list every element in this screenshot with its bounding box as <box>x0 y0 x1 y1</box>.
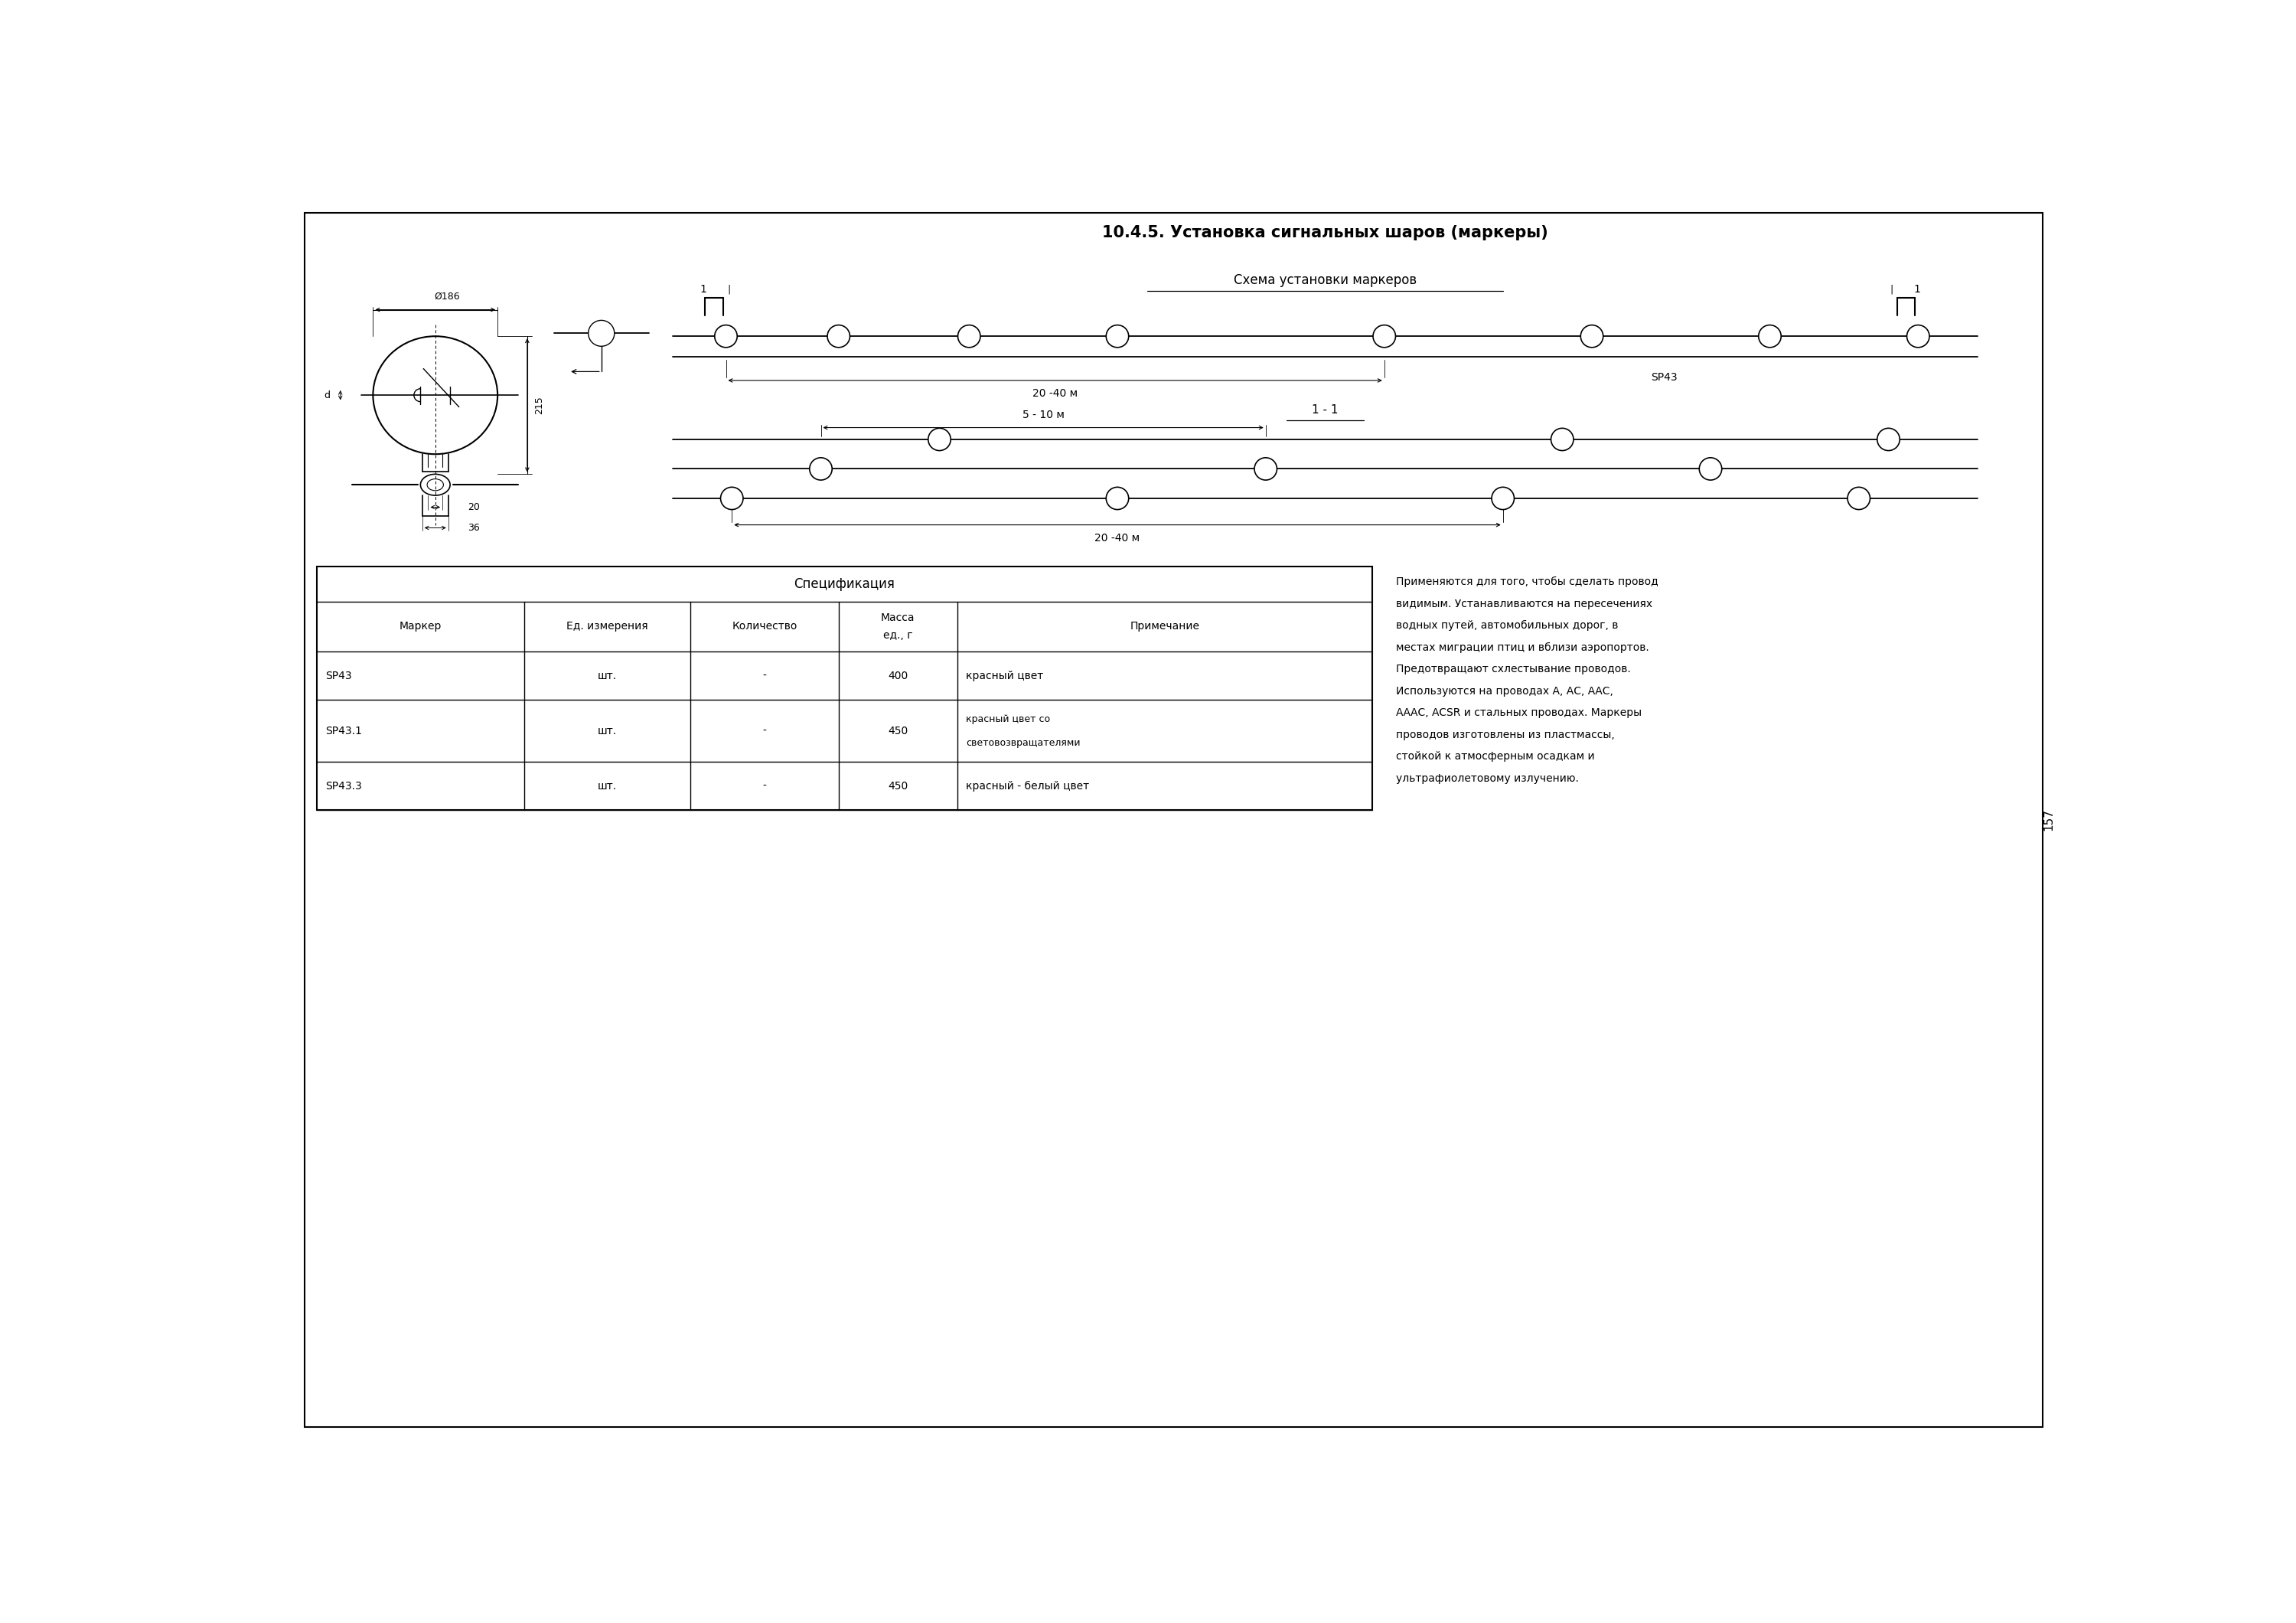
Text: 215: 215 <box>535 396 544 414</box>
Circle shape <box>827 325 850 347</box>
Circle shape <box>1552 428 1573 451</box>
Circle shape <box>1908 325 1929 347</box>
Text: световозвращателями: световозвращателями <box>967 738 1081 748</box>
Text: видимым. Устанавливаются на пересечениях: видимым. Устанавливаются на пересечениях <box>1396 599 1653 609</box>
Text: |: | <box>1890 284 1892 294</box>
Text: АААС, ACSR и стальных проводах. Маркеры: АААС, ACSR и стальных проводах. Маркеры <box>1396 708 1642 719</box>
Text: 1: 1 <box>1913 284 1919 294</box>
Text: 1: 1 <box>700 284 707 294</box>
Text: ультрафиолетовому излучению.: ультрафиолетовому излучению. <box>1396 773 1580 784</box>
Text: d: d <box>324 390 331 401</box>
Text: 157: 157 <box>2043 808 2055 831</box>
Text: 450: 450 <box>889 725 907 737</box>
Circle shape <box>1848 487 1869 510</box>
Text: SP43: SP43 <box>1651 372 1678 383</box>
Circle shape <box>1254 458 1277 480</box>
Circle shape <box>810 458 831 480</box>
Circle shape <box>1580 325 1603 347</box>
Text: SP43: SP43 <box>326 670 351 682</box>
Text: Схема установки маркеров: Схема установки маркеров <box>1233 273 1417 287</box>
Circle shape <box>928 428 951 451</box>
Text: Применяются для того, чтобы сделать провод: Применяются для того, чтобы сделать пров… <box>1396 576 1658 588</box>
Text: шт.: шт. <box>597 670 618 682</box>
Text: красный цвет со: красный цвет со <box>967 714 1049 724</box>
Text: проводов изготовлены из пластмассы,: проводов изготовлены из пластмассы, <box>1396 729 1614 740</box>
Text: местах миграции птиц и вблизи аэропортов.: местах миграции птиц и вблизи аэропортов… <box>1396 643 1649 652</box>
Text: |: | <box>728 284 730 294</box>
Text: Используются на проводах А, АС, ААС,: Используются на проводах А, АС, ААС, <box>1396 687 1614 696</box>
Circle shape <box>957 325 980 347</box>
Bar <box>317 566 1373 810</box>
Circle shape <box>714 325 737 347</box>
Text: красный - белый цвет: красный - белый цвет <box>967 781 1088 792</box>
Text: Ø186: Ø186 <box>434 292 459 302</box>
Circle shape <box>1107 487 1130 510</box>
Text: стойкой к атмосферным осадкам и: стойкой к атмосферным осадкам и <box>1396 751 1596 761</box>
Text: Предотвращают схлестывание проводов.: Предотвращают схлестывание проводов. <box>1396 664 1630 675</box>
Text: водных путей, автомобильных дорог, в: водных путей, автомобильных дорог, в <box>1396 620 1619 631</box>
Text: Масса: Масса <box>882 612 914 623</box>
Text: 10.4.5. Установка сигнальных шаров (маркеры): 10.4.5. Установка сигнальных шаров (марк… <box>1102 226 1548 240</box>
Text: 20: 20 <box>468 502 480 513</box>
Text: шт.: шт. <box>597 725 618 737</box>
Text: ед., г: ед., г <box>884 630 914 641</box>
Text: Спецификация: Спецификация <box>794 576 895 591</box>
Text: Количество: Количество <box>732 622 797 631</box>
Text: -: - <box>762 725 767 737</box>
Text: SP43.3: SP43.3 <box>326 781 363 792</box>
Text: 20 -40 м: 20 -40 м <box>1033 388 1077 399</box>
Text: 400: 400 <box>889 670 907 682</box>
Text: 450: 450 <box>889 781 907 792</box>
Text: SP43.1: SP43.1 <box>326 725 363 737</box>
Text: 1 - 1: 1 - 1 <box>1311 404 1339 415</box>
Circle shape <box>588 320 615 346</box>
Text: 20 -40 м: 20 -40 м <box>1095 532 1141 544</box>
Circle shape <box>1699 458 1722 480</box>
Circle shape <box>721 487 744 510</box>
Text: Маркер: Маркер <box>400 622 441 631</box>
Text: -: - <box>762 781 767 792</box>
Circle shape <box>1878 428 1899 451</box>
Text: Примечание: Примечание <box>1130 622 1199 631</box>
Text: 5 - 10 м: 5 - 10 м <box>1022 409 1065 420</box>
Text: красный цвет: красный цвет <box>967 670 1045 682</box>
Circle shape <box>1759 325 1782 347</box>
Text: шт.: шт. <box>597 781 618 792</box>
Circle shape <box>1373 325 1396 347</box>
Text: 36: 36 <box>468 523 480 532</box>
Circle shape <box>1107 325 1130 347</box>
Text: Ед. измерения: Ед. измерения <box>567 622 647 631</box>
Text: -: - <box>762 670 767 682</box>
Circle shape <box>1492 487 1513 510</box>
